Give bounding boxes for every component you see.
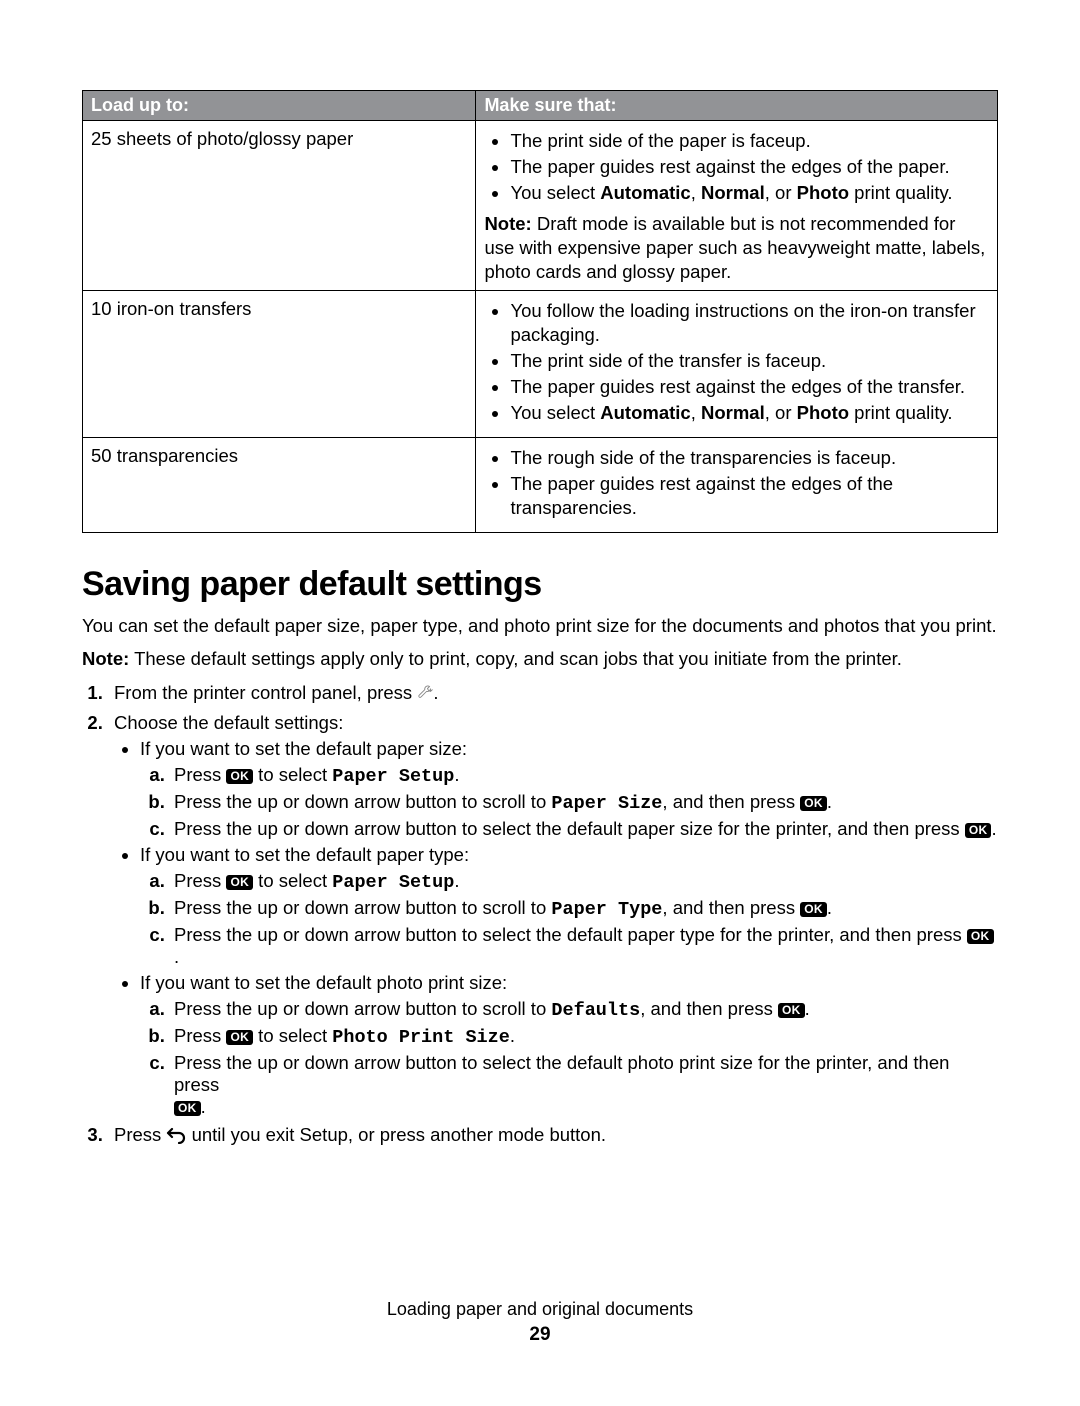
list-item: The print side of the paper is faceup. xyxy=(510,129,989,153)
footer: Loading paper and original documents 29 xyxy=(82,1299,998,1346)
alpha-item: Press the up or down arrow button to scr… xyxy=(170,791,998,814)
intro-text: You can set the default paper size, pape… xyxy=(82,614,998,639)
back-icon xyxy=(166,1126,186,1149)
page-number: 29 xyxy=(82,1324,998,1346)
alpha-item: Press OK to select Paper Setup. xyxy=(170,764,998,787)
ok-icon: OK xyxy=(226,1030,253,1045)
list-item: The rough side of the transparencies is … xyxy=(510,446,989,470)
cell-load: 50 transparencies xyxy=(83,437,476,532)
steps-list: From the printer control panel, press . … xyxy=(82,682,998,1149)
section-heading: Saving paper default settings xyxy=(82,565,998,604)
step-item: Choose the default settings: If you want… xyxy=(108,712,998,1118)
sub-item: If you want to set the default photo pri… xyxy=(140,972,998,1118)
note-text: Note: These default settings apply only … xyxy=(82,647,998,672)
table-row: 25 sheets of photo/glossy paper The prin… xyxy=(83,121,998,290)
ok-icon: OK xyxy=(226,769,253,784)
table-row: 50 transparencies The rough side of the … xyxy=(83,437,998,532)
sub-item: If you want to set the default paper typ… xyxy=(140,844,998,968)
ok-icon: OK xyxy=(965,823,992,838)
alpha-item: Press OK to select Paper Setup. xyxy=(170,870,998,893)
list-item: The paper guides rest against the edges … xyxy=(510,375,989,399)
cell-load: 25 sheets of photo/glossy paper xyxy=(83,121,476,290)
list-item: You follow the loading instructions on t… xyxy=(510,299,989,347)
ok-icon: OK xyxy=(967,929,994,944)
load-table: Load up to: Make sure that: 25 sheets of… xyxy=(82,90,998,533)
col-header-makesure: Make sure that: xyxy=(476,91,998,121)
alpha-item: Press the up or down arrow button to scr… xyxy=(170,998,998,1021)
document-page: Load up to: Make sure that: 25 sheets of… xyxy=(0,0,1080,1406)
list-item: The paper guides rest against the edges … xyxy=(510,472,989,520)
cell-makesure: You follow the loading instructions on t… xyxy=(476,290,998,437)
list-item: You select Automatic, Normal, or Photo p… xyxy=(510,401,989,425)
cell-makesure: The rough side of the transparencies is … xyxy=(476,437,998,532)
alpha-item: Press the up or down arrow button to sel… xyxy=(170,818,998,840)
cell-load: 10 iron-on transfers xyxy=(83,290,476,437)
footer-title: Loading paper and original documents xyxy=(82,1299,998,1320)
note-text: Note: Draft mode is available but is not… xyxy=(484,212,989,284)
alpha-item: Press OK to select Photo Print Size. xyxy=(170,1025,998,1048)
ok-icon: OK xyxy=(174,1101,201,1116)
ok-icon: OK xyxy=(800,902,827,917)
table-row: 10 iron-on transfers You follow the load… xyxy=(83,290,998,437)
sub-item: If you want to set the default paper siz… xyxy=(140,738,998,840)
alpha-item: Press the up or down arrow button to sel… xyxy=(170,1052,998,1118)
step-item: Press until you exit Setup, or press ano… xyxy=(108,1124,998,1149)
wrench-icon xyxy=(417,684,433,706)
ok-icon: OK xyxy=(226,875,253,890)
cell-makesure: The print side of the paper is faceup. T… xyxy=(476,121,998,290)
step-item: From the printer control panel, press . xyxy=(108,682,998,706)
alpha-item: Press the up or down arrow button to scr… xyxy=(170,897,998,920)
alpha-item: Press the up or down arrow button to sel… xyxy=(170,924,998,968)
list-item: You select Automatic, Normal, or Photo p… xyxy=(510,181,989,205)
col-header-load: Load up to: xyxy=(83,91,476,121)
ok-icon: OK xyxy=(800,796,827,811)
ok-icon: OK xyxy=(778,1003,805,1018)
list-item: The paper guides rest against the edges … xyxy=(510,155,989,179)
list-item: The print side of the transfer is faceup… xyxy=(510,349,989,373)
